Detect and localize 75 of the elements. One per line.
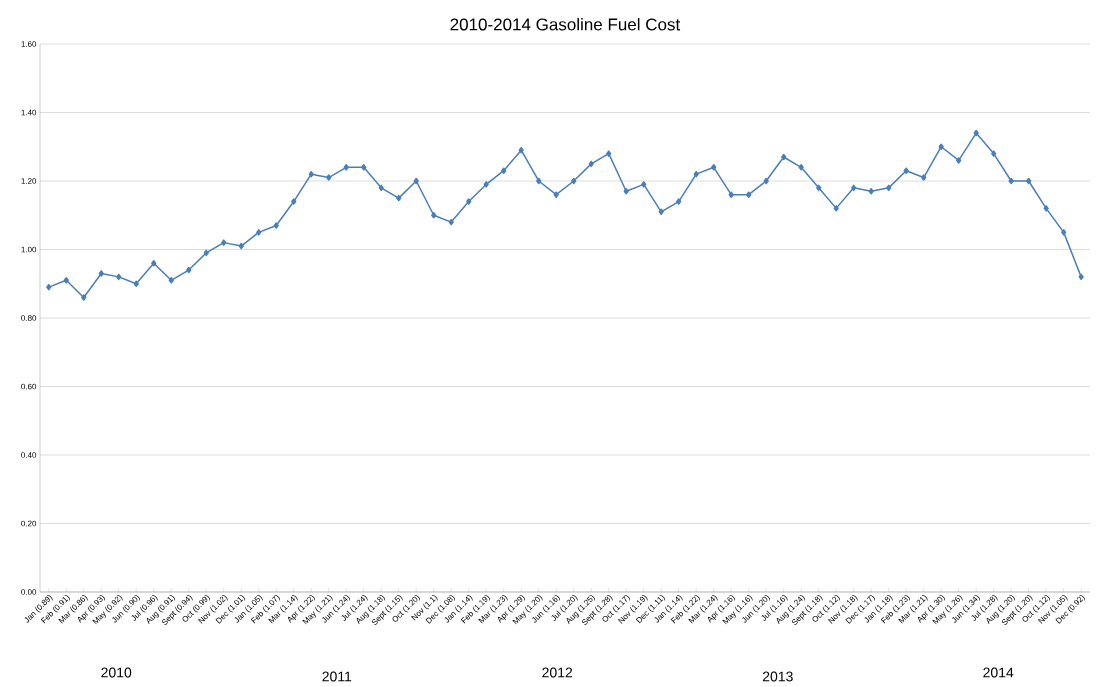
point bbox=[641, 181, 647, 188]
point bbox=[658, 208, 664, 216]
text: 2010 bbox=[101, 667, 132, 678]
point bbox=[343, 164, 349, 171]
point bbox=[63, 277, 69, 284]
point bbox=[851, 184, 857, 192]
point bbox=[571, 177, 577, 185]
text: 2013 bbox=[762, 671, 793, 682]
point bbox=[816, 184, 822, 192]
point bbox=[46, 283, 52, 291]
point bbox=[308, 170, 314, 178]
y-tick-label: 0.00 bbox=[21, 589, 37, 595]
point bbox=[501, 167, 507, 174]
point bbox=[413, 177, 419, 185]
point bbox=[326, 174, 332, 181]
point bbox=[1078, 273, 1084, 281]
point bbox=[623, 188, 629, 195]
point bbox=[396, 194, 402, 202]
point bbox=[1008, 177, 1014, 185]
point bbox=[991, 150, 997, 157]
y-tick-label: 1.40 bbox=[21, 109, 37, 116]
point bbox=[553, 191, 559, 198]
point bbox=[763, 177, 769, 185]
y-tick-label: 0.80 bbox=[21, 315, 37, 321]
point bbox=[676, 198, 682, 205]
point bbox=[273, 222, 279, 229]
point bbox=[606, 150, 612, 157]
point bbox=[98, 270, 104, 277]
point bbox=[483, 181, 489, 188]
point bbox=[238, 242, 244, 250]
point bbox=[431, 211, 437, 219]
point bbox=[1026, 177, 1032, 185]
point bbox=[518, 146, 524, 154]
y-tick-label: 1.60 bbox=[21, 41, 37, 47]
point bbox=[693, 170, 699, 178]
point bbox=[956, 157, 962, 164]
y-tick-label: 0.20 bbox=[21, 520, 37, 527]
point bbox=[256, 229, 262, 236]
point bbox=[1061, 229, 1067, 236]
y-tick-label: 0.40 bbox=[21, 452, 37, 458]
y-tick-label: 0.60 bbox=[21, 383, 37, 390]
point bbox=[291, 198, 297, 205]
point bbox=[536, 177, 542, 185]
point bbox=[973, 129, 979, 137]
point bbox=[938, 143, 944, 150]
point bbox=[711, 164, 717, 171]
point bbox=[203, 249, 209, 257]
point bbox=[798, 164, 804, 171]
point bbox=[221, 239, 227, 246]
text: 2012 bbox=[542, 667, 573, 678]
point bbox=[868, 188, 874, 195]
point bbox=[588, 160, 594, 168]
point bbox=[151, 259, 157, 267]
point bbox=[81, 294, 87, 301]
point bbox=[921, 174, 927, 181]
point bbox=[833, 205, 839, 212]
point bbox=[903, 167, 909, 174]
point bbox=[746, 191, 752, 198]
point bbox=[781, 153, 787, 161]
point bbox=[728, 191, 734, 198]
text: 2014 bbox=[983, 667, 1014, 678]
point bbox=[378, 184, 384, 192]
point bbox=[168, 277, 174, 284]
y-tick-label: 1.00 bbox=[21, 246, 37, 253]
point bbox=[1043, 205, 1049, 212]
point bbox=[466, 198, 472, 205]
y-tick-label: 1.20 bbox=[21, 178, 37, 184]
point bbox=[116, 273, 122, 281]
point bbox=[361, 164, 367, 171]
point bbox=[186, 266, 192, 274]
text: 2011 bbox=[322, 671, 352, 682]
point bbox=[133, 280, 139, 287]
chart-title: 2010-2014 Gasoline Fuel Cost bbox=[450, 17, 681, 31]
point bbox=[448, 218, 454, 226]
point bbox=[886, 184, 892, 192]
